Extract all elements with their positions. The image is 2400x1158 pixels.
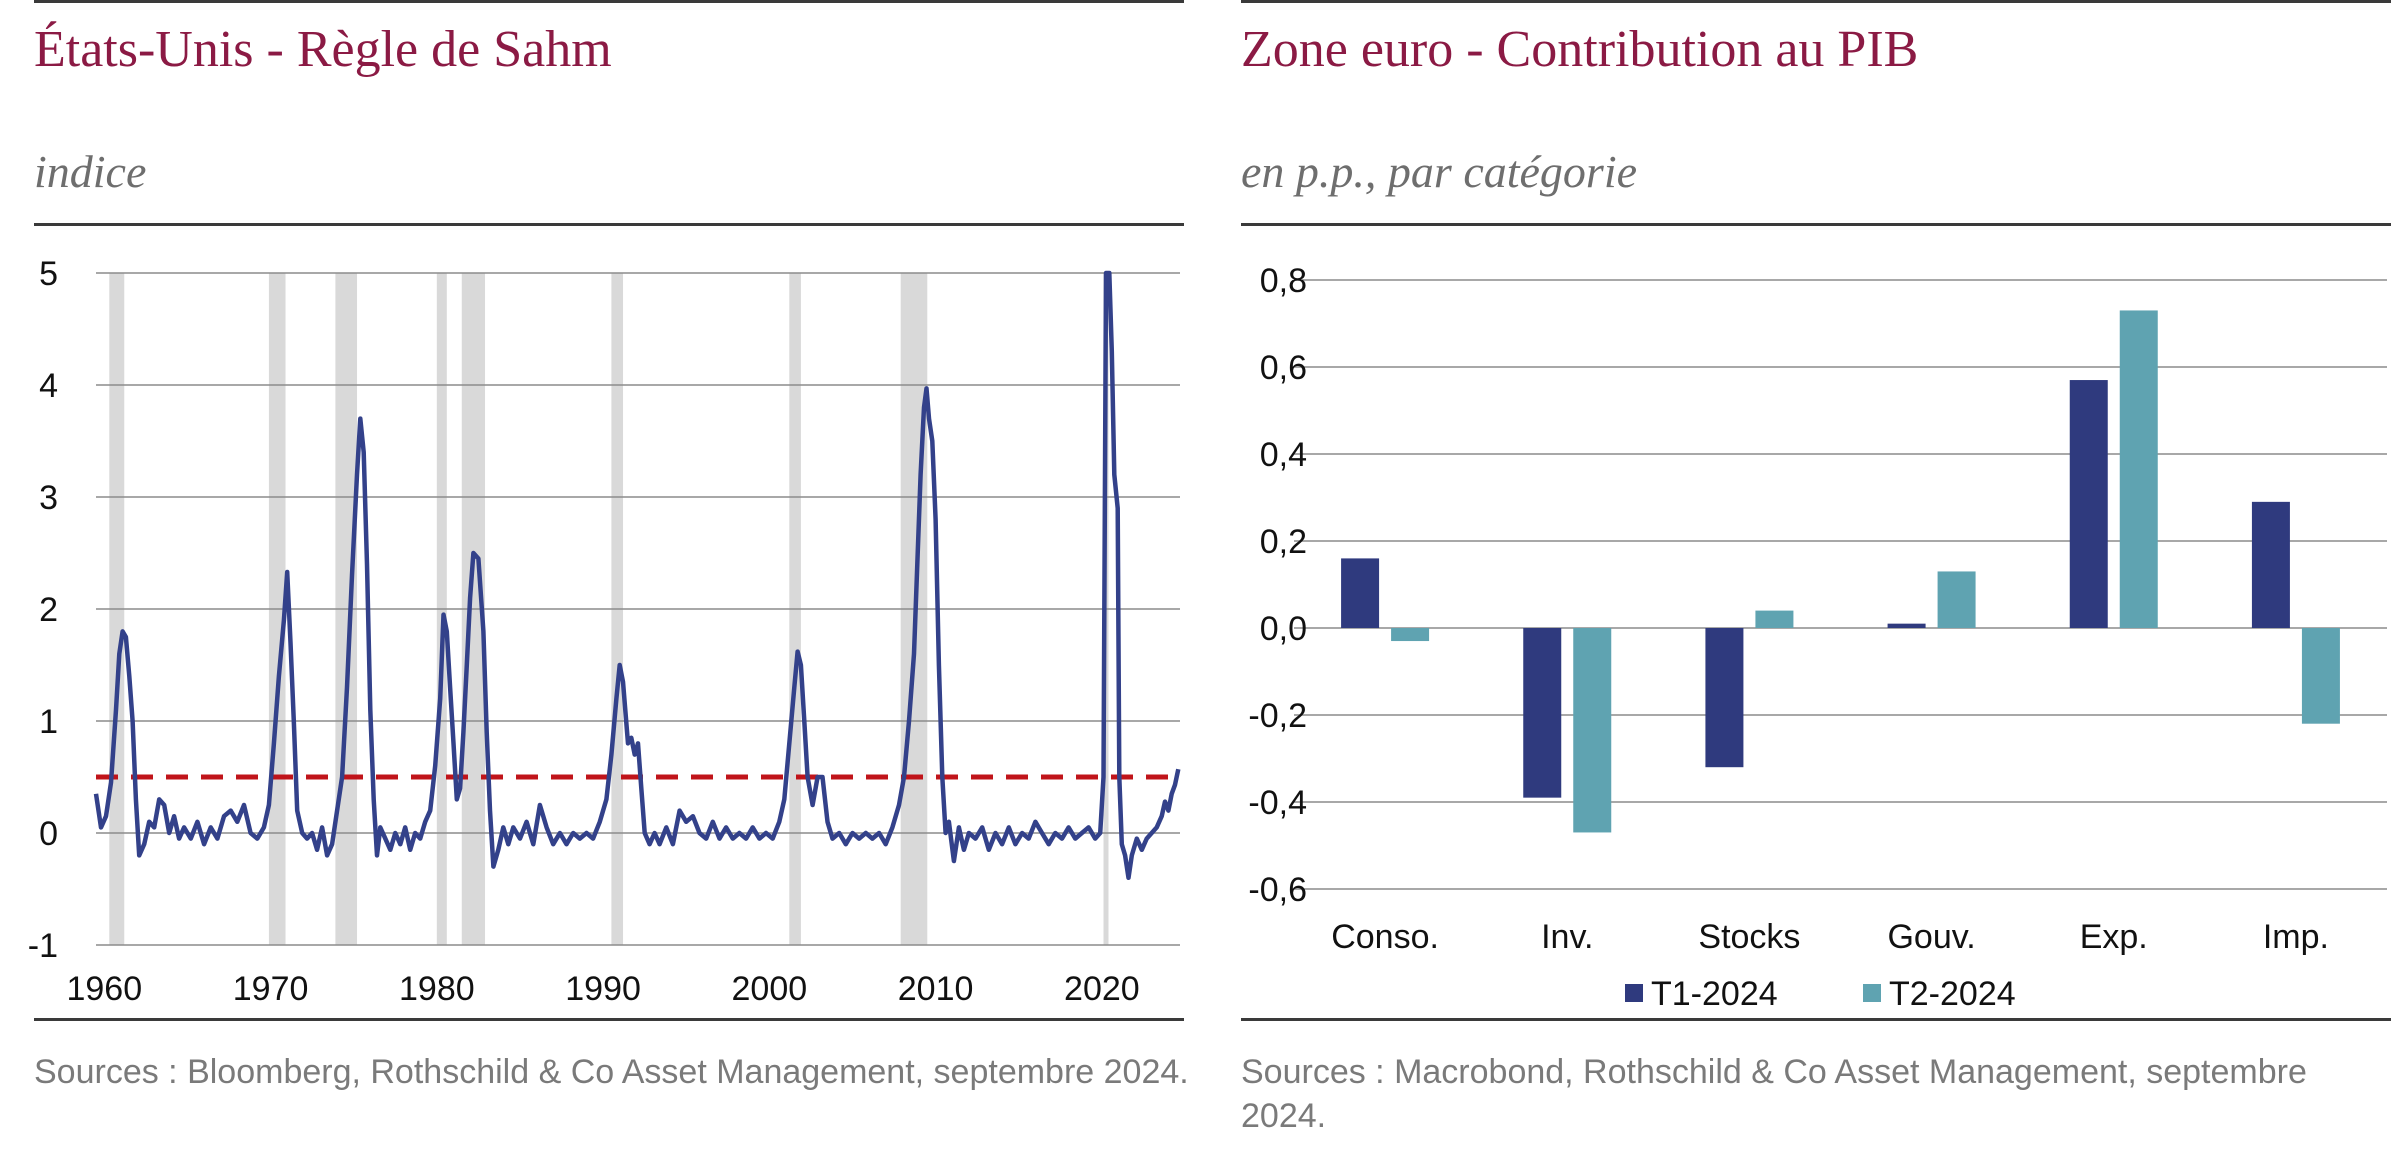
- top-rule: [34, 0, 1184, 3]
- y-tick-label: 0,0: [1260, 610, 1307, 648]
- x-tick-label: 2020: [1064, 970, 1140, 1008]
- bar-t1: [2251, 501, 2290, 628]
- x-tick-label: 2000: [732, 970, 808, 1008]
- x-tick-label: 1990: [565, 970, 641, 1008]
- legend-swatch: [1625, 984, 1643, 1002]
- top-rule: [1241, 0, 2391, 3]
- bar-t2: [1573, 628, 1612, 833]
- bar-t1: [1705, 628, 1744, 768]
- y-tick-label: 0: [39, 815, 58, 853]
- header-rule: [1241, 223, 2391, 226]
- footer-rule: [1241, 1018, 2391, 1021]
- chart-title: Zone euro - Contribution au PIB: [1241, 21, 1919, 78]
- chart-title: États-Unis - Règle de Sahm: [34, 21, 612, 78]
- y-tick-label: -0,4: [1248, 784, 1307, 822]
- y-tick-label: -1: [28, 927, 58, 965]
- category-label: Imp.: [2263, 918, 2329, 956]
- y-tick-label: -0,6: [1248, 871, 1307, 909]
- category-label: Conso.: [1331, 918, 1439, 956]
- legend-label: T1-2024: [1651, 975, 1778, 1013]
- y-tick-label: 0,8: [1260, 262, 1307, 300]
- bar-t2: [1755, 610, 1794, 628]
- x-tick-label: 1970: [233, 970, 309, 1008]
- footer-rule: [34, 1018, 1184, 1021]
- chart-subtitle: indice: [34, 146, 147, 197]
- y-tick-label: -0,2: [1248, 697, 1307, 735]
- legend-label: T2-2024: [1889, 975, 2016, 1013]
- y-tick-label: 4: [39, 367, 58, 405]
- legend-swatch: [1863, 984, 1881, 1002]
- y-tick-label: 0,4: [1260, 436, 1307, 474]
- category-label: Stocks: [1698, 918, 1800, 956]
- bar-t2: [2301, 628, 2340, 724]
- x-tick-label: 2010: [898, 970, 974, 1008]
- sahm-index-line: [93, 270, 1181, 881]
- bar-t2: [1391, 628, 1430, 642]
- source-note: Sources : Macrobond, Rothschild & Co Ass…: [1241, 1053, 2307, 1135]
- chart-subtitle: en p.p., par catégorie: [1241, 146, 1638, 197]
- bar-t1: [1523, 628, 1562, 798]
- bar-t1: [2069, 380, 2108, 628]
- bar-t1: [1341, 558, 1380, 628]
- x-tick-label: 1960: [66, 970, 142, 1008]
- bar-t2: [2119, 310, 2158, 628]
- y-tick-label: 5: [39, 255, 58, 293]
- y-tick-label: 0,2: [1260, 523, 1307, 561]
- category-label: Gouv.: [1887, 918, 1975, 956]
- y-tick-label: 2: [39, 591, 58, 629]
- x-tick-label: 1980: [399, 970, 475, 1008]
- header-rule: [34, 223, 1184, 226]
- bar-t1: [1887, 623, 1926, 628]
- category-label: Inv.: [1541, 918, 1593, 956]
- y-tick-label: 1: [39, 703, 58, 741]
- y-tick-label: 0,6: [1260, 349, 1307, 387]
- right-panel: Zone euro - Contribution au PIB en p.p.,…: [1241, 0, 2391, 1158]
- y-tick-label: 3: [39, 479, 58, 517]
- category-label: Exp.: [2080, 918, 2148, 956]
- left-panel: États-Unis - Règle de Sahm indice 5 4 3 2 1 0…: [28, 0, 1189, 1158]
- gdp-contribution-chart: 0,8 0,6 0,4 0,2 0,0 -0,2 -0,4 -0,6 Conso. Inv. Sto…: [1248, 262, 2387, 1013]
- source-note: Sources : Bloomberg, Rothschild & Co Ass…: [34, 1053, 1189, 1091]
- bar-t2: [1937, 571, 1976, 628]
